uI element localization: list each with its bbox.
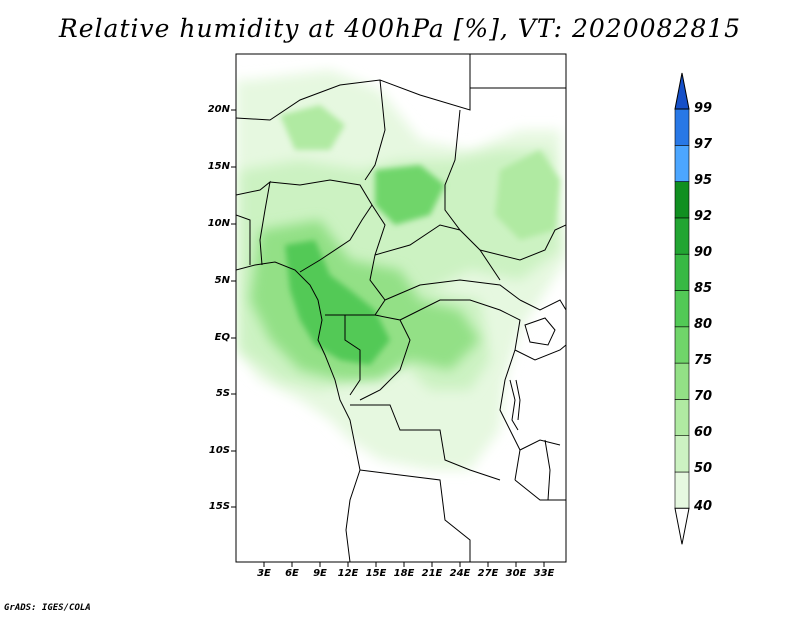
lon-label-9e: 9E	[313, 568, 327, 579]
colorbar-label-85: 85	[694, 281, 713, 296]
lat-label-10s: 10S	[208, 445, 230, 456]
lat-label-eq: EQ	[214, 332, 230, 343]
lon-label-30e: 30E	[505, 568, 527, 579]
colorbar-segment	[674, 435, 690, 473]
lake-tanganyika	[509, 379, 521, 431]
lat-label-15n: 15N	[207, 161, 230, 172]
map-frame	[235, 53, 567, 563]
grads-credit: GrADS: IGES/COLA	[4, 603, 91, 613]
lat-label-5s: 5S	[215, 388, 230, 399]
border-libya-sudan	[469, 87, 566, 110]
colorbar-segment	[674, 253, 690, 291]
lon-label-12e: 12E	[337, 568, 359, 579]
colorbar-segment	[674, 217, 690, 255]
humidity-field-85	[285, 240, 390, 365]
border-west-africa	[236, 180, 271, 266]
colorbar-segment	[674, 145, 690, 182]
axis-ticks	[231, 109, 545, 567]
lon-label-21e: 21E	[421, 568, 443, 579]
lon-label-27e: 27E	[477, 568, 499, 579]
colorbar-label-80: 80	[694, 317, 713, 332]
colorbar-top-arrow	[674, 72, 690, 110]
lon-label-3e: 3E	[257, 568, 271, 579]
map-area	[236, 54, 566, 562]
coastline-west	[236, 261, 361, 562]
border-east	[514, 344, 566, 501]
colorbar-label-99: 99	[694, 101, 713, 116]
country-borders	[236, 54, 566, 562]
lon-label-33e: 33E	[533, 568, 555, 579]
lat-label-20n: 20N	[207, 104, 230, 115]
border-drc	[350, 299, 521, 481]
border-uganda-kenya	[519, 299, 566, 311]
colorbar-segment	[674, 108, 690, 146]
lake-victoria	[524, 317, 556, 346]
border-car	[374, 224, 521, 301]
humidity-field-north	[375, 165, 445, 225]
colorbar	[674, 72, 690, 545]
colorbar-label-60: 60	[694, 425, 713, 440]
colorbar-label-50: 50	[694, 461, 713, 476]
lat-label-15s: 15S	[208, 501, 230, 512]
humidity-field-east	[495, 150, 560, 240]
colorbar-label-95: 95	[694, 173, 713, 188]
lon-label-6e: 6E	[285, 568, 299, 579]
colorbar-label-70: 70	[694, 389, 713, 404]
lon-label-15e: 15E	[365, 568, 387, 579]
border-angola	[359, 469, 471, 562]
colorbar-label-97: 97	[694, 137, 713, 152]
lon-label-18e: 18E	[393, 568, 415, 579]
colorbar-label-92: 92	[694, 209, 713, 224]
colorbar-segment	[674, 471, 690, 509]
border-sudan-south	[479, 224, 566, 261]
humidity-field-northwest	[280, 105, 345, 150]
border-congo	[344, 314, 411, 401]
lat-label-5n: 5N	[214, 275, 230, 286]
colorbar-label-90: 90	[694, 245, 713, 260]
colorbar-segment	[674, 326, 690, 364]
colorbar-segment	[674, 399, 690, 436]
border-cameroon	[325, 204, 386, 316]
lake-malawi	[544, 439, 551, 501]
border-niger-chad	[364, 79, 386, 181]
colorbar-segment	[674, 290, 690, 328]
colorbar-label-75: 75	[694, 353, 713, 368]
chart-title: Relative humidity at 400hPa [%], VT: 202…	[58, 14, 742, 43]
colorbar-segment	[674, 362, 690, 400]
border-niger-algeria	[236, 54, 471, 121]
colorbar-label-40: 40	[694, 499, 713, 514]
colorbar-bottom-arrow	[674, 507, 690, 545]
lon-label-24e: 24E	[449, 568, 471, 579]
lat-label-10n: 10N	[207, 218, 230, 229]
colorbar-segment	[674, 181, 690, 219]
